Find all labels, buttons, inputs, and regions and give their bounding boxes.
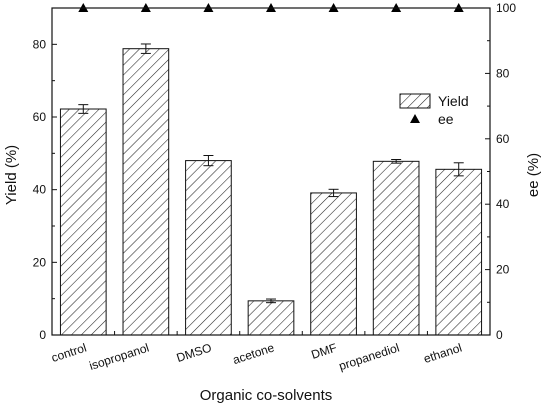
y2-tick-label-20: 20 xyxy=(496,263,510,277)
x-tick-label-propanediol: propanediol xyxy=(337,341,401,374)
axes-layer xyxy=(51,7,491,336)
bar-DMSO xyxy=(185,160,232,336)
x-tick-label-DMSO: DMSO xyxy=(175,341,214,365)
y-axis-label: Yield (%) xyxy=(3,145,20,205)
y-tick-label-20: 20 xyxy=(33,255,47,269)
x-tick-label-ethanol: ethanol xyxy=(422,341,464,366)
y-tick-label-60: 60 xyxy=(33,110,47,124)
x-tick-label-control: control xyxy=(50,341,89,365)
x-tick-label-DMF: DMF xyxy=(309,341,338,362)
legend-ee-marker xyxy=(410,114,420,123)
bar-acetone xyxy=(247,300,295,336)
bars-layer xyxy=(59,48,483,336)
y2-tick-label-80: 80 xyxy=(496,66,510,80)
error-bars-layer xyxy=(78,43,464,304)
y-tick-label-0: 0 xyxy=(39,328,46,342)
legend-yield-swatch xyxy=(399,93,431,109)
bar-DMF xyxy=(310,192,357,336)
y2-tick-label-60: 60 xyxy=(496,132,510,146)
bar-isopropanol xyxy=(122,48,170,336)
x-tick-label-acetone: acetone xyxy=(231,340,276,367)
bar-ethanol xyxy=(435,168,483,336)
bar-control xyxy=(59,108,107,336)
legend-ee-label: ee xyxy=(438,111,454,127)
y-tick-label-40: 40 xyxy=(33,183,47,197)
y2-axis-label: ee (%) xyxy=(525,153,542,197)
bar-propanediol xyxy=(372,160,420,336)
x-tick-label-isopropanol: isopropanol xyxy=(87,341,150,373)
legend: Yield ee xyxy=(399,93,469,127)
y2-tick-label-100: 100 xyxy=(496,1,516,15)
x-axis-label: Organic co-solvents xyxy=(200,387,333,404)
y2-tick-label-40: 40 xyxy=(496,197,510,211)
legend-yield-label: Yield xyxy=(438,93,469,109)
plot-frame xyxy=(51,7,491,336)
y2-tick-label-0: 0 xyxy=(496,328,503,342)
y-tick-label-80: 80 xyxy=(33,37,47,51)
